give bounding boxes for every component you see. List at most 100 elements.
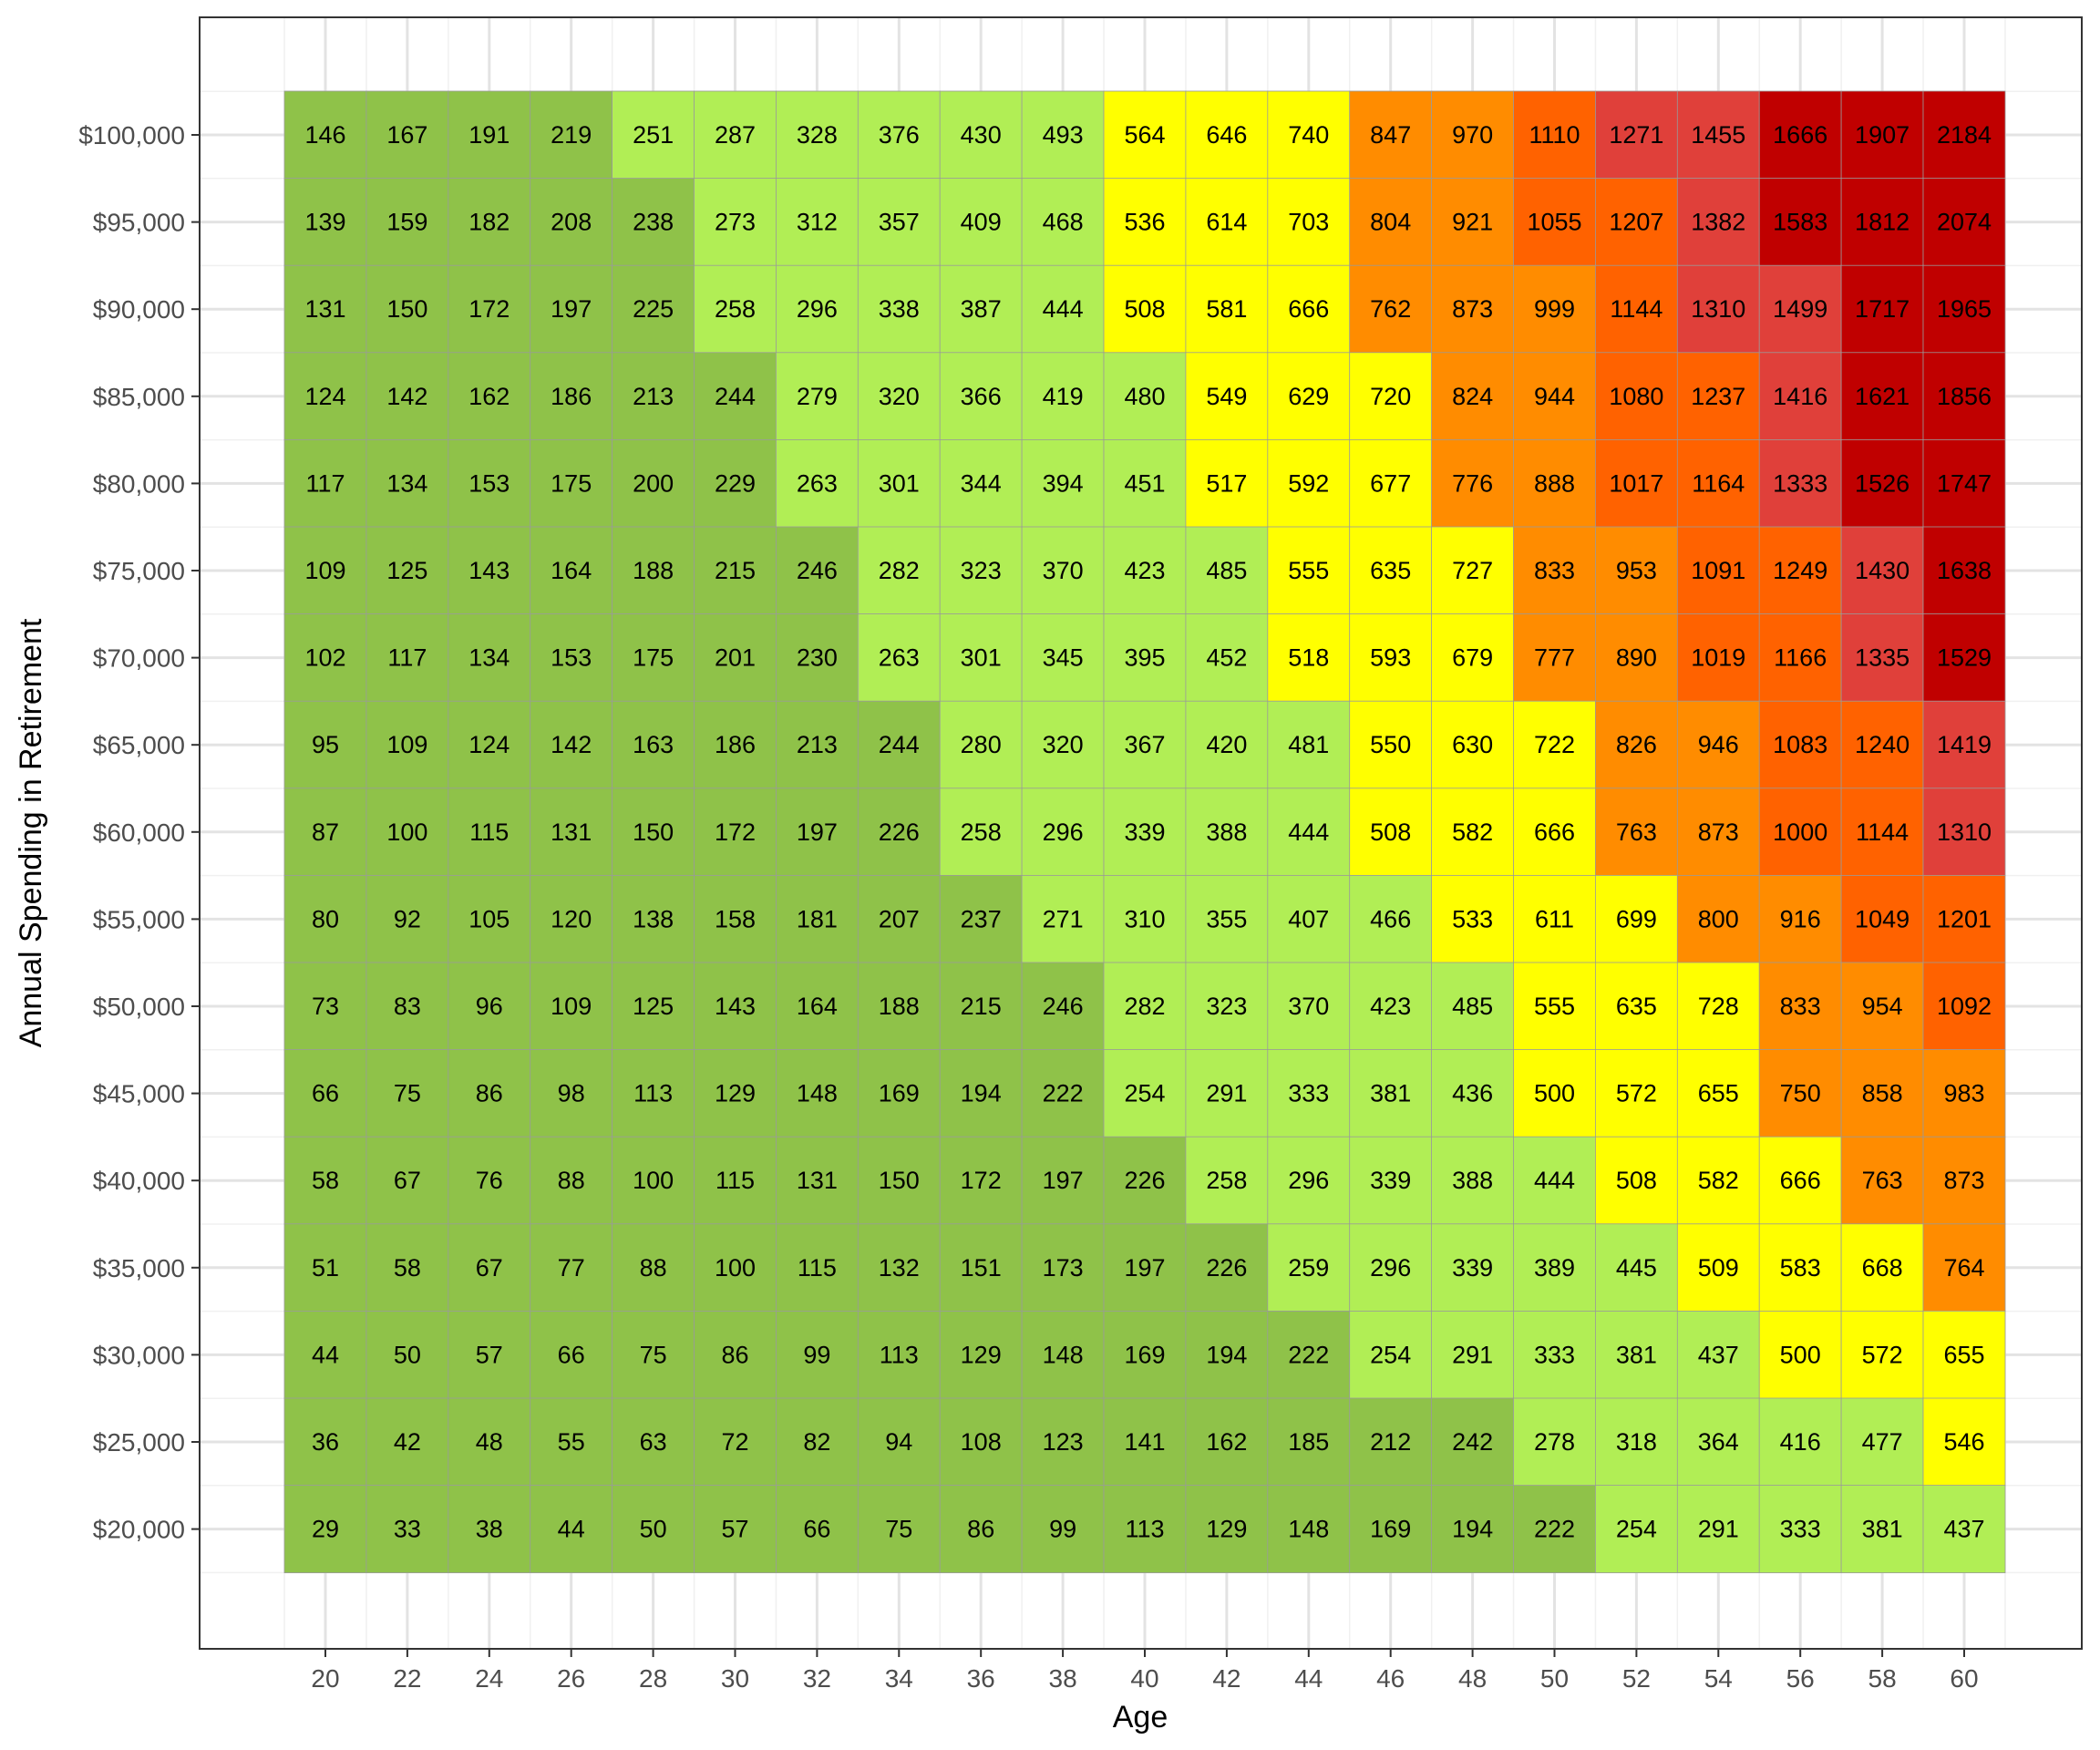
cell-value-label: 163 (633, 731, 674, 758)
cell-value-label: 320 (879, 383, 920, 410)
cell-value-label: 344 (961, 469, 1002, 497)
heatmap-cell (1349, 1485, 1433, 1573)
cell-value-label: 38 (476, 1516, 503, 1543)
heatmap-cell (365, 526, 449, 615)
heatmap-cell (776, 90, 859, 180)
heatmap-cell (857, 788, 941, 877)
heatmap-cell (1021, 700, 1105, 789)
y-tick-label: $50,000 (93, 993, 185, 1021)
cell-value-label: 776 (1452, 469, 1493, 497)
heatmap-cell (612, 178, 695, 267)
heatmap-cell (448, 264, 531, 354)
y-tick-label: $100,000 (78, 121, 185, 149)
cell-value-label: 164 (551, 557, 592, 584)
cell-value-label: 197 (1043, 1167, 1084, 1194)
heatmap-cell (1185, 264, 1269, 354)
cell-value-label: 66 (558, 1341, 585, 1368)
y-axis-title: Annual Spending in Retirement (14, 618, 48, 1047)
cell-value-label: 197 (551, 295, 592, 323)
heatmap-cell (530, 526, 613, 615)
cell-value-label: 258 (961, 818, 1002, 846)
cell-value-label: 132 (879, 1254, 920, 1282)
cell-value-label: 1049 (1855, 905, 1910, 932)
cell-value-label: 105 (468, 905, 510, 932)
cell-value-label: 169 (1124, 1341, 1165, 1368)
heatmap-cell (939, 1485, 1023, 1573)
heatmap-cell (1840, 526, 1924, 615)
cell-value-label: 226 (879, 818, 920, 846)
heatmap-cell (694, 178, 777, 267)
cell-value-label: 117 (387, 644, 427, 672)
cell-value-label: 762 (1370, 295, 1411, 323)
cell-value-label: 630 (1452, 731, 1493, 758)
heatmap-cell (1349, 1049, 1433, 1138)
heatmap-cell (1513, 264, 1596, 354)
cell-value-label: 222 (1534, 1516, 1575, 1543)
cell-value-label: 158 (715, 905, 756, 932)
cell-value-label: 124 (468, 731, 510, 758)
heatmap-cell (1349, 788, 1433, 877)
cell-value-label: 339 (1370, 1167, 1411, 1194)
cell-value-label: 88 (640, 1254, 667, 1282)
cell-value-label: 296 (1288, 1167, 1329, 1194)
heatmap-cell (939, 613, 1023, 702)
cell-value-label: 301 (879, 469, 920, 497)
cell-value-label: 1201 (1937, 905, 1992, 932)
cell-value-label: 142 (551, 731, 592, 758)
cell-value-label: 533 (1452, 905, 1493, 932)
heatmap-cell (857, 875, 941, 963)
heatmap-cell (776, 264, 859, 354)
heatmap-cell (1103, 438, 1187, 528)
cell-value-label: 572 (1862, 1341, 1903, 1368)
cell-value-label: 493 (1043, 121, 1084, 149)
heatmap-cell (1840, 1136, 1924, 1225)
heatmap-cell (365, 1223, 449, 1312)
cell-value-label: 550 (1370, 731, 1411, 758)
y-tick-label: $95,000 (93, 209, 185, 237)
heatmap-cell (283, 1223, 367, 1312)
cell-value-label: 99 (803, 1341, 830, 1368)
heatmap-cell (612, 90, 695, 180)
cell-value-label: 207 (879, 905, 920, 932)
cell-value-label: 1638 (1937, 557, 1992, 584)
cell-value-label: 287 (715, 121, 756, 149)
heatmap-cell (776, 1136, 859, 1225)
cell-value-label: 355 (1206, 905, 1247, 932)
heatmap-cell (365, 1049, 449, 1138)
heatmap-cell (448, 438, 531, 528)
cell-value-label: 143 (468, 557, 510, 584)
heatmap-cell (694, 90, 777, 180)
cell-value-label: 150 (633, 818, 674, 846)
heatmap-cell (1185, 1485, 1269, 1573)
heatmap-cell (365, 788, 449, 877)
heatmap-cell (1922, 90, 2006, 180)
cell-value-label: 222 (1288, 1341, 1329, 1368)
heatmap-cell (365, 352, 449, 441)
cell-value-label: 172 (468, 295, 510, 323)
cell-value-label: 212 (1370, 1428, 1411, 1456)
cell-value-label: 238 (633, 209, 674, 236)
heatmap-cell (1103, 178, 1187, 267)
cell-value-label: 389 (1534, 1254, 1575, 1282)
x-tick-label: 58 (1868, 1664, 1897, 1693)
cell-value-label: 1583 (1773, 209, 1827, 236)
heatmap-cell (1185, 438, 1269, 528)
cell-value-label: 191 (468, 121, 510, 149)
heatmap-cell (283, 1485, 367, 1573)
cell-value-label: 296 (1370, 1254, 1411, 1282)
heatmap-cell (1595, 1223, 1678, 1312)
cell-value-label: 728 (1698, 993, 1739, 1020)
cell-value-label: 142 (386, 383, 427, 410)
heatmap-cell (1922, 875, 2006, 963)
heatmap-cell (612, 1136, 695, 1225)
heatmap-cell (448, 1049, 531, 1138)
cell-value-label: 593 (1370, 644, 1411, 672)
cell-value-label: 58 (312, 1167, 339, 1194)
cell-value-label: 485 (1206, 557, 1247, 584)
x-tick-label: 54 (1704, 1664, 1733, 1693)
heatmap-cell (448, 178, 531, 267)
heatmap-cell (939, 1397, 1023, 1487)
cell-value-label: 444 (1043, 295, 1084, 323)
heatmap-cell (1758, 438, 1842, 528)
heatmap-cell (1595, 90, 1678, 180)
